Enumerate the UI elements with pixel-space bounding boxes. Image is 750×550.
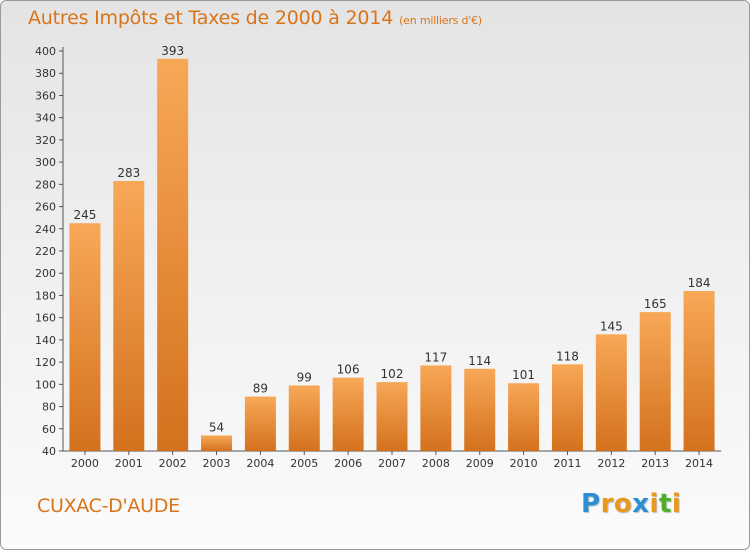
- x-tick-label: 2005: [290, 457, 318, 470]
- logo-letter: t: [658, 489, 672, 519]
- data-label: 99: [297, 370, 312, 384]
- y-tick-label: 100: [35, 378, 56, 391]
- data-label: 106: [337, 363, 360, 377]
- x-tick-label: 2006: [334, 457, 362, 470]
- y-tick-label: 400: [35, 45, 56, 58]
- x-tick-label: 2013: [641, 457, 669, 470]
- y-tick-label: 160: [35, 312, 56, 325]
- x-tick-label: 2009: [466, 457, 494, 470]
- bar: [113, 181, 145, 451]
- data-label: 145: [600, 319, 623, 333]
- x-tick-label: 2003: [203, 457, 231, 470]
- x-tick-label: 2012: [597, 457, 625, 470]
- bar: [288, 385, 320, 451]
- bar: [244, 396, 276, 451]
- x-tick-label: 2007: [378, 457, 406, 470]
- data-label: 54: [209, 420, 224, 434]
- y-tick-label: 40: [42, 445, 56, 458]
- logo-letter: o: [613, 489, 633, 519]
- data-label: 165: [644, 297, 667, 311]
- y-tick-label: 240: [35, 223, 56, 236]
- data-label: 102: [381, 367, 404, 381]
- y-tick-label: 60: [42, 423, 56, 436]
- y-tick-label: 380: [35, 67, 56, 80]
- bar: [332, 377, 364, 451]
- commune-name: CUXAC-D'AUDE: [37, 495, 180, 517]
- y-tick-label: 360: [35, 89, 56, 102]
- x-tick-label: 2014: [685, 457, 713, 470]
- y-tick-label: 220: [35, 245, 56, 258]
- y-tick-label: 260: [35, 201, 56, 214]
- x-tick-label: 2010: [510, 457, 538, 470]
- data-label: 117: [424, 350, 447, 364]
- y-tick-label: 120: [35, 356, 56, 369]
- proxiti-logo: Proxiti: [581, 489, 681, 519]
- y-tick-label: 140: [35, 334, 56, 347]
- bar: [420, 365, 452, 451]
- chart-title-text: Autres Impôts et Taxes de 2000 à 2014: [28, 7, 394, 29]
- chart-unit: (en milliers d'€): [399, 14, 482, 27]
- bar: [69, 223, 101, 451]
- bar: [464, 368, 496, 451]
- chart-title: Autres Impôts et Taxes de 2000 à 2014 (en…: [28, 7, 482, 29]
- y-tick-label: 80: [42, 401, 56, 414]
- logo-letter: x: [632, 489, 650, 519]
- y-tick-label: 200: [35, 267, 56, 280]
- bar: [157, 58, 189, 452]
- x-tick-label: 2008: [422, 457, 450, 470]
- x-tick-label: 2001: [115, 457, 143, 470]
- data-label: 89: [253, 382, 268, 396]
- y-tick-label: 300: [35, 156, 56, 169]
- bar: [595, 334, 627, 451]
- logo-letter: P: [581, 489, 601, 519]
- x-tick-label: 2002: [159, 457, 187, 470]
- bar: [201, 435, 233, 451]
- x-tick-label: 2011: [553, 457, 581, 470]
- bar: [683, 291, 715, 451]
- bar: [639, 312, 671, 451]
- x-tick-label: 2004: [246, 457, 274, 470]
- data-label: 114: [468, 354, 491, 368]
- y-tick-label: 180: [35, 289, 56, 302]
- data-label: 245: [73, 208, 96, 222]
- y-tick-label: 340: [35, 112, 56, 125]
- x-tick-label: 2000: [71, 457, 99, 470]
- logo-letter: r: [600, 489, 614, 519]
- data-label: 101: [512, 368, 535, 382]
- bar: [508, 383, 540, 451]
- y-tick-label: 320: [35, 134, 56, 147]
- bar: [376, 382, 408, 451]
- logo-letter: i: [671, 489, 682, 519]
- logo-letter: i: [649, 489, 659, 519]
- data-label: 118: [556, 349, 579, 363]
- data-label: 393: [161, 44, 184, 58]
- data-label: 283: [117, 166, 140, 180]
- data-label: 184: [688, 276, 711, 290]
- bar: [551, 364, 583, 451]
- y-tick-label: 280: [35, 178, 56, 191]
